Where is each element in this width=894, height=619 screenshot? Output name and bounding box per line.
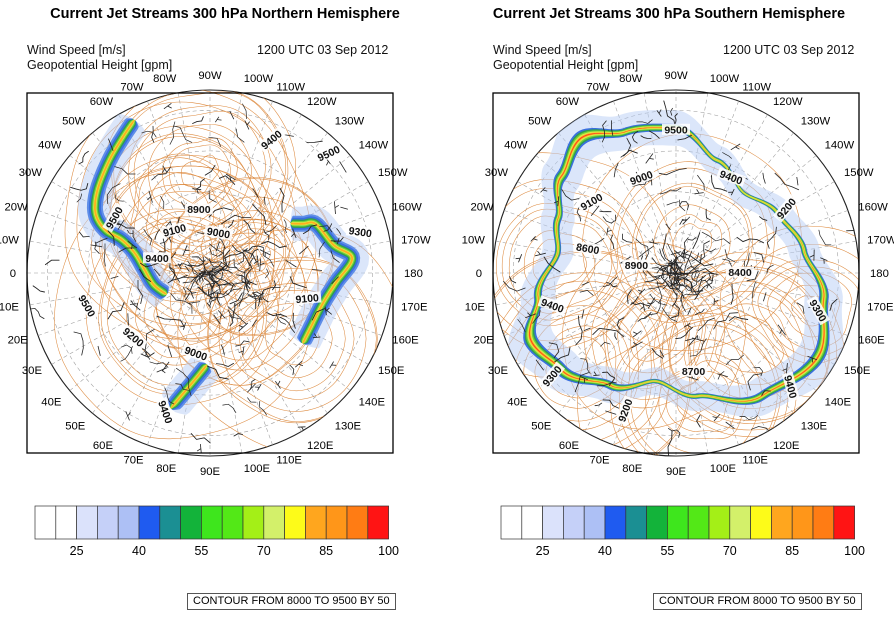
svg-text:100: 100 <box>378 544 399 558</box>
svg-text:8700: 8700 <box>682 366 706 378</box>
svg-text:140W: 140W <box>359 139 389 151</box>
svg-text:170E: 170E <box>867 302 894 314</box>
svg-text:90E: 90E <box>666 466 687 478</box>
svg-text:8900: 8900 <box>625 260 649 272</box>
svg-text:90W: 90W <box>198 70 222 82</box>
svg-text:170E: 170E <box>401 302 428 314</box>
svg-text:10W: 10W <box>462 234 486 246</box>
svg-text:25: 25 <box>70 544 84 558</box>
svg-text:100E: 100E <box>244 463 271 475</box>
svg-text:90W: 90W <box>664 70 688 82</box>
svg-text:80E: 80E <box>156 463 177 475</box>
svg-text:70: 70 <box>257 544 271 558</box>
svg-text:150E: 150E <box>844 365 871 377</box>
svg-text:9500: 9500 <box>664 124 688 136</box>
svg-text:140E: 140E <box>825 397 852 409</box>
svg-text:50W: 50W <box>528 115 552 127</box>
svg-text:140E: 140E <box>359 397 386 409</box>
svg-text:80W: 80W <box>619 73 643 85</box>
svg-text:130W: 130W <box>335 115 365 127</box>
svg-text:50E: 50E <box>531 421 552 433</box>
svg-text:85: 85 <box>319 544 333 558</box>
svg-text:70: 70 <box>723 544 737 558</box>
svg-text:160E: 160E <box>858 334 885 346</box>
svg-text:140W: 140W <box>825 139 855 151</box>
svg-text:80E: 80E <box>622 463 643 475</box>
svg-text:100W: 100W <box>244 73 274 85</box>
svg-text:55: 55 <box>194 544 208 558</box>
svg-text:100: 100 <box>844 544 865 558</box>
svg-text:30W: 30W <box>485 167 509 179</box>
svg-text:70E: 70E <box>123 454 144 466</box>
svg-text:70W: 70W <box>586 82 610 94</box>
svg-text:10W: 10W <box>0 234 19 246</box>
svg-text:20W: 20W <box>4 202 28 214</box>
svg-text:8400: 8400 <box>728 267 752 279</box>
svg-text:110W: 110W <box>742 82 771 94</box>
svg-text:40E: 40E <box>41 397 62 409</box>
svg-text:130W: 130W <box>801 115 831 127</box>
svg-text:120E: 120E <box>307 440 334 452</box>
svg-text:130E: 130E <box>335 421 362 433</box>
svg-text:25: 25 <box>536 544 550 558</box>
svg-text:60W: 60W <box>90 96 114 108</box>
svg-text:160E: 160E <box>392 334 419 346</box>
svg-text:70E: 70E <box>589 454 610 466</box>
svg-text:180: 180 <box>870 268 889 280</box>
svg-text:10E: 10E <box>0 302 19 314</box>
svg-text:20E: 20E <box>8 334 29 346</box>
svg-text:40: 40 <box>598 544 612 558</box>
svg-text:8900: 8900 <box>187 204 211 216</box>
svg-text:0: 0 <box>476 268 482 280</box>
svg-text:40E: 40E <box>507 397 528 409</box>
svg-text:120W: 120W <box>773 96 803 108</box>
svg-text:80W: 80W <box>153 73 177 85</box>
svg-text:160W: 160W <box>392 202 422 214</box>
svg-text:50W: 50W <box>62 115 86 127</box>
svg-text:30W: 30W <box>19 167 43 179</box>
svg-text:50E: 50E <box>65 421 86 433</box>
svg-text:110W: 110W <box>276 82 305 94</box>
svg-text:40W: 40W <box>504 139 528 151</box>
svg-text:120W: 120W <box>307 96 337 108</box>
svg-text:30E: 30E <box>22 365 43 377</box>
svg-text:30E: 30E <box>488 365 509 377</box>
svg-text:60W: 60W <box>556 96 580 108</box>
svg-text:120E: 120E <box>773 440 800 452</box>
svg-text:110E: 110E <box>742 454 768 466</box>
svg-text:60E: 60E <box>93 440 114 452</box>
svg-text:160W: 160W <box>858 202 888 214</box>
svg-text:0: 0 <box>10 268 16 280</box>
svg-text:9400: 9400 <box>145 253 169 265</box>
svg-text:70W: 70W <box>120 82 144 94</box>
svg-text:9100: 9100 <box>295 292 319 306</box>
svg-text:85: 85 <box>785 544 799 558</box>
svg-text:110E: 110E <box>276 454 302 466</box>
svg-text:55: 55 <box>660 544 674 558</box>
svg-text:10E: 10E <box>465 302 486 314</box>
svg-text:150E: 150E <box>378 365 405 377</box>
svg-text:20E: 20E <box>474 334 495 346</box>
svg-text:40: 40 <box>132 544 146 558</box>
svg-text:40W: 40W <box>38 139 62 151</box>
svg-text:180: 180 <box>404 268 423 280</box>
svg-text:20W: 20W <box>470 202 494 214</box>
svg-text:170W: 170W <box>401 234 431 246</box>
svg-text:60E: 60E <box>559 440 580 452</box>
svg-text:100W: 100W <box>710 73 740 85</box>
svg-text:100E: 100E <box>710 463 737 475</box>
svg-text:130E: 130E <box>801 421 828 433</box>
svg-text:170W: 170W <box>867 234 894 246</box>
svg-text:90E: 90E <box>200 466 221 478</box>
